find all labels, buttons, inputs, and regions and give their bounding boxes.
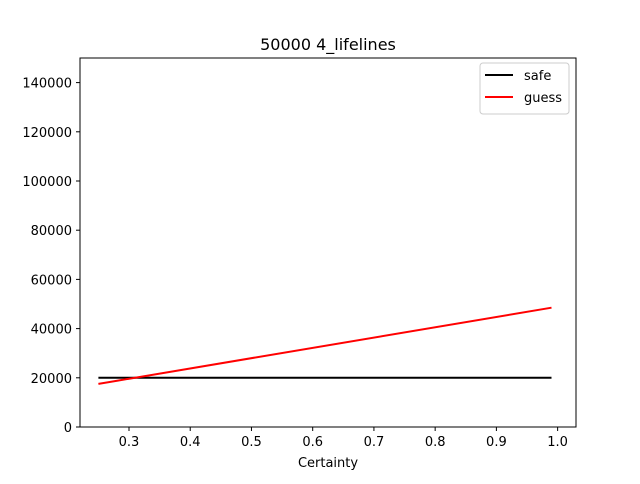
x-tick-label: 0.5 [241,435,262,450]
y-tick-label: 140000 [22,77,72,92]
axes: 0.3 0.4 0.5 0.6 0.7 0.8 0.9 1.0 0 20000 40000 6000… [22,57,577,450]
x-tick-label: 1.0 [547,435,568,450]
legend-label-safe: safe [524,69,551,84]
x-axis-ticks: 0.3 0.4 0.5 0.6 0.7 0.8 0.9 1.0 [119,427,568,450]
x-tick-label: 0.3 [119,435,140,450]
chart-title: 50000 4_lifelines [260,35,396,55]
y-tick-label: 40000 [31,323,72,338]
plot-area [98,306,552,385]
x-tick-label: 0.6 [302,435,323,450]
y-tick-label: 80000 [31,224,72,239]
legend-label-guess: guess [524,91,562,106]
legend: safe guess [479,62,570,115]
y-tick-label: 100000 [22,175,72,190]
x-tick-label: 0.7 [364,435,385,450]
y-tick-label: 120000 [22,126,72,141]
y-axis-ticks: 0 20000 40000 60000 80000 100000 120000 140000 [22,77,80,436]
x-tick-label: 0.8 [425,435,446,450]
y-tick-label: 0 [64,421,72,436]
series-line-guess [98,306,552,385]
y-tick-label: 20000 [31,372,72,387]
x-tick-label: 0.4 [180,435,201,450]
x-tick-label: 0.9 [486,435,507,450]
y-tick-label: 60000 [31,273,72,288]
x-axis-label: Certainty [298,456,358,471]
axes-frame [79,57,577,428]
